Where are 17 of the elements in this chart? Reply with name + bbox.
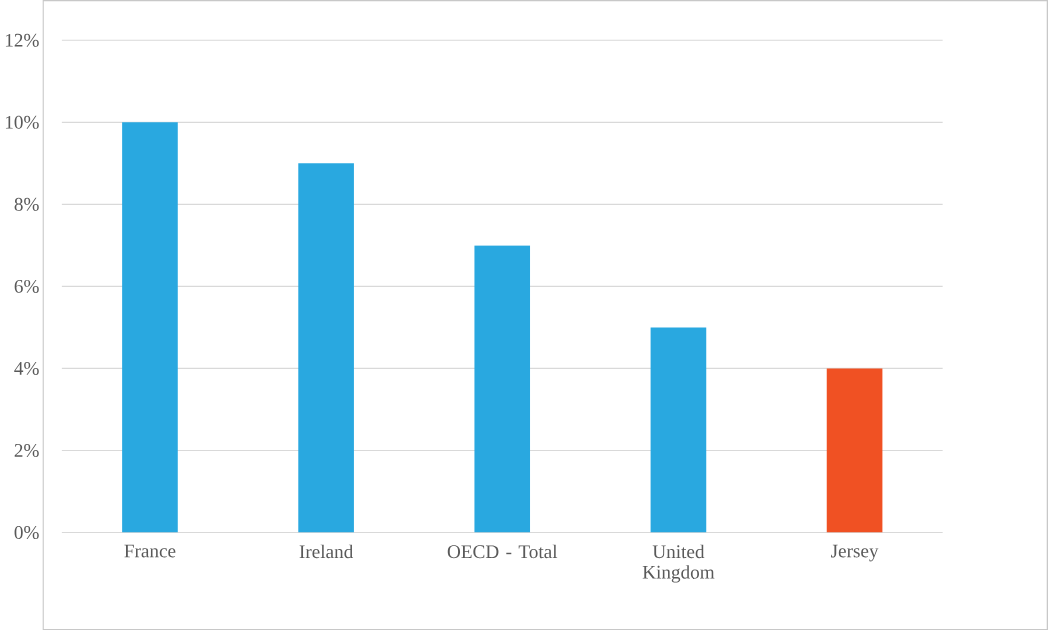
x-tick-label: Jersey xyxy=(831,544,879,562)
y-tick-label: 8% xyxy=(14,197,39,211)
x-tick-label: France xyxy=(124,544,176,558)
y-tick-label: 12% xyxy=(5,33,39,47)
bar xyxy=(122,122,178,533)
y-tick-label: 2% xyxy=(14,443,39,457)
bar xyxy=(826,368,883,533)
bar xyxy=(474,245,531,533)
y-tick-label: 6% xyxy=(14,279,39,293)
y-tick-label: 0% xyxy=(14,525,39,539)
x-tick-label: United Kingdom xyxy=(642,544,715,583)
bar xyxy=(650,327,707,533)
x-tick-label: Ireland xyxy=(299,544,354,559)
y-tick-label: 4% xyxy=(14,361,39,375)
x-tick-label: OECD - Total xyxy=(447,544,558,559)
bar xyxy=(298,163,354,533)
y-tick-label: 10% xyxy=(5,115,39,129)
